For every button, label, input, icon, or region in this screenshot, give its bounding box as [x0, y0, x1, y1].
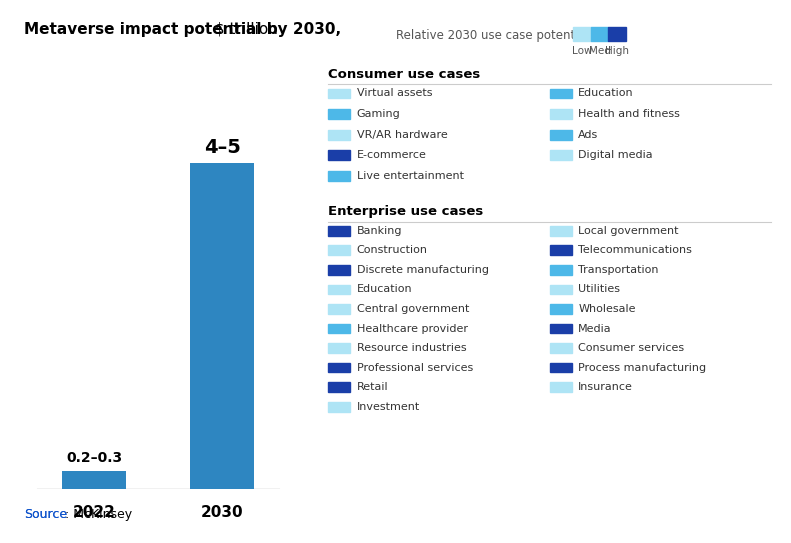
- Text: High: High: [605, 46, 629, 56]
- Text: Local government: Local government: [578, 226, 679, 236]
- Text: Relative 2030 use case potential: Relative 2030 use case potential: [396, 29, 589, 42]
- Text: Wholesale: Wholesale: [578, 304, 636, 314]
- Text: Low: Low: [572, 46, 592, 56]
- Text: Professional services: Professional services: [357, 363, 473, 372]
- Text: 2030: 2030: [201, 504, 244, 520]
- Text: Banking: Banking: [357, 226, 403, 236]
- Bar: [190, 163, 254, 489]
- Text: Resource industries: Resource industries: [357, 343, 467, 353]
- Text: VR/AR hardware: VR/AR hardware: [357, 130, 448, 140]
- Text: Digital media: Digital media: [578, 150, 653, 160]
- Text: $ trillion: $ trillion: [210, 22, 278, 37]
- Text: Healthcare provider: Healthcare provider: [357, 324, 467, 333]
- Text: Enterprise use cases: Enterprise use cases: [328, 205, 483, 218]
- Text: Ads: Ads: [578, 130, 599, 140]
- Text: Central government: Central government: [357, 304, 469, 314]
- Bar: [62, 471, 127, 489]
- Text: Live entertainment: Live entertainment: [357, 171, 464, 181]
- Text: E-commerce: E-commerce: [357, 150, 426, 160]
- Text: Consumer services: Consumer services: [578, 343, 684, 353]
- Text: Construction: Construction: [357, 245, 428, 255]
- Text: Source: Source: [24, 508, 67, 521]
- Text: Consumer use cases: Consumer use cases: [328, 68, 480, 81]
- Text: Utilities: Utilities: [578, 285, 620, 294]
- Text: Insurance: Insurance: [578, 382, 633, 392]
- Text: Investment: Investment: [357, 402, 420, 412]
- Text: Telecommunications: Telecommunications: [578, 245, 692, 255]
- Text: Med: Med: [589, 46, 611, 56]
- Text: Media: Media: [578, 324, 612, 333]
- Text: Source: Source: [24, 508, 67, 521]
- Text: 2022: 2022: [73, 504, 115, 520]
- Text: Virtual assets: Virtual assets: [357, 89, 432, 98]
- Text: 0.2–0.3: 0.2–0.3: [66, 451, 123, 465]
- Text: Process manufacturing: Process manufacturing: [578, 363, 706, 372]
- Text: : McKinsey: : McKinsey: [65, 508, 132, 521]
- Text: Metaverse impact potential by 2030,: Metaverse impact potential by 2030,: [24, 22, 341, 37]
- Text: 4–5: 4–5: [204, 138, 240, 157]
- Text: Retail: Retail: [357, 382, 388, 392]
- Text: Education: Education: [357, 285, 412, 294]
- Text: Discrete manufacturing: Discrete manufacturing: [357, 265, 489, 275]
- Text: Gaming: Gaming: [357, 109, 400, 119]
- Text: Transportation: Transportation: [578, 265, 659, 275]
- Text: Health and fitness: Health and fitness: [578, 109, 680, 119]
- Text: Education: Education: [578, 89, 634, 98]
